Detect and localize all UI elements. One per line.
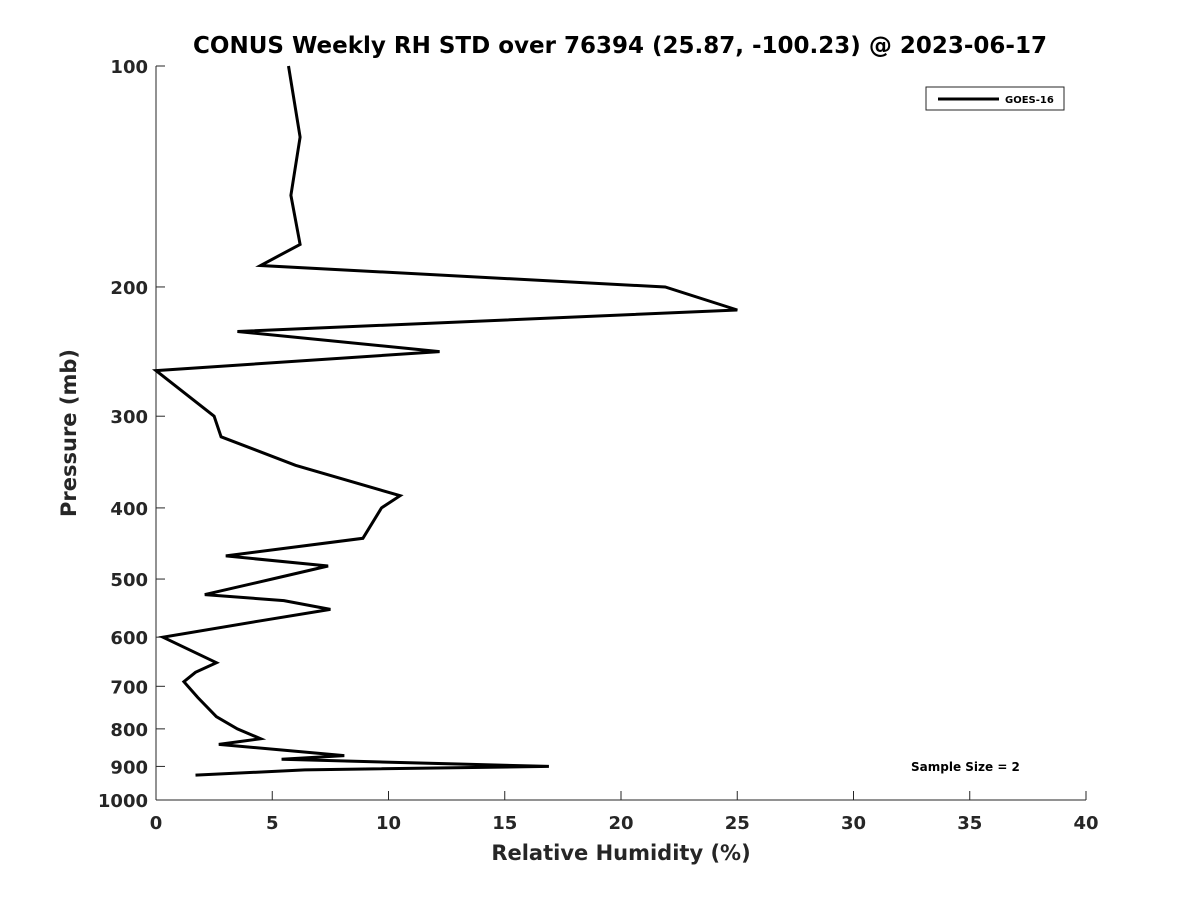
x-axis-label: Relative Humidity (%) — [491, 841, 750, 865]
x-tick-label: 25 — [725, 813, 750, 834]
x-axis-ticks: 0 5 10 15 20 25 30 35 40 — [150, 791, 1099, 834]
chart-title: CONUS Weekly RH STD over 76394 (25.87, -… — [193, 33, 1047, 59]
legend-entry-goes-16: GOES-16 — [1005, 95, 1054, 106]
series-layer — [151, 65, 738, 777]
x-tick-label: 15 — [492, 813, 517, 834]
y-tick-label: 200 — [110, 278, 148, 299]
y-tick-label: 500 — [110, 570, 148, 591]
y-tick-label: 1000 — [98, 791, 148, 812]
x-tick-label: 40 — [1073, 813, 1098, 834]
y-tick-label: 800 — [110, 720, 148, 741]
y-tick-label: 900 — [110, 757, 148, 778]
sample-size-annotation: Sample Size = 2 — [911, 760, 1020, 774]
x-tick-label: 0 — [150, 813, 163, 834]
y-tick-label: 700 — [110, 677, 148, 698]
x-tick-label: 5 — [266, 813, 279, 834]
x-tick-label: 35 — [957, 813, 982, 834]
y-tick-label: 400 — [110, 499, 148, 520]
legend: GOES-16 — [925, 86, 1065, 111]
series-line-goes-16 — [151, 65, 738, 777]
x-tick-label: 10 — [376, 813, 401, 834]
x-tick-label: 20 — [608, 813, 633, 834]
y-tick-label: 300 — [110, 407, 148, 428]
y-tick-label: 100 — [110, 57, 148, 78]
x-tick-label: 30 — [841, 813, 866, 834]
y-axis-ticks: 100 200 300 400 500 600 700 800 900 1000 — [98, 57, 165, 812]
y-tick-label: 600 — [110, 628, 148, 649]
y-axis-label: Pressure (mb) — [57, 349, 81, 517]
